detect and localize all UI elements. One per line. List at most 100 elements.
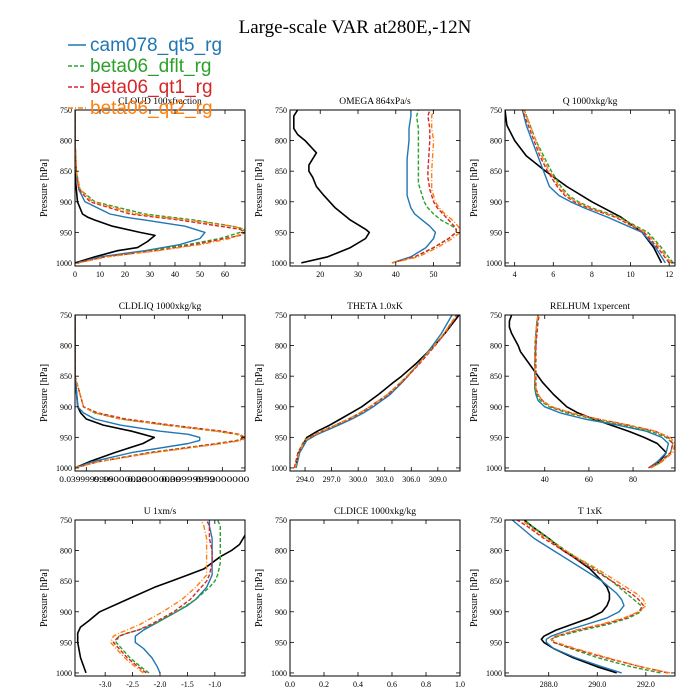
series-line-blue [295,315,453,469]
series-line-red [75,315,245,469]
panel-lines [75,315,245,469]
panel-lines [508,315,675,469]
xtick-label: 20 [316,270,324,279]
series-line-black [76,534,245,674]
ytick-label: 950 [60,433,72,442]
xtick-label: 30 [354,270,362,279]
ytick-label: 850 [490,577,502,586]
series-line-green [75,110,245,264]
xtick-label: 0.0399999999 [59,475,113,484]
series-line-green [115,520,222,674]
xtick-label: 303.0 [376,475,394,484]
ylabel: Pressure [hPa] [39,569,50,627]
ytick-label: 850 [490,167,502,176]
ytick-label: 850 [275,577,287,586]
series-line-red [521,110,670,264]
xtick-label: 50 [430,270,438,279]
series-line-orange [109,520,208,674]
xtick-label: -3.0 [99,680,112,689]
xtick-label: -1.0 [209,680,222,689]
series-line-orange [75,315,245,469]
ytick-label: 800 [60,547,72,556]
xtick-label: 60 [585,475,593,484]
ytick-label: 800 [275,137,287,146]
ytick-label: 750 [60,311,72,320]
panel-title: U 1xm/s [144,507,177,517]
panel-frame [289,109,461,267]
series-line-red [75,110,245,264]
ytick-label: 750 [275,106,287,115]
panel-3: 750 800 850 900 950 1000 0.03999999990.1600000… [39,302,249,484]
series-line-black [75,315,156,469]
panel-lines [293,315,460,469]
ytick-label: 900 [60,403,72,412]
xtick-label: -2.0 [154,680,167,689]
ytick-label: 1000 [56,464,72,473]
panel-frame [289,519,461,677]
ylabel: Pressure [hPa] [469,569,480,627]
xtick-label: 309.0 [429,475,447,484]
ytick-label: 850 [275,372,287,381]
ytick-label: 1000 [271,259,287,268]
xtick-label: 30 [146,270,154,279]
panel-title: THETA 1.0xK [347,302,403,312]
panel-lines [511,520,671,674]
ylabel: Pressure [hPa] [254,159,265,217]
panel-frame [74,109,246,267]
panel-frame [504,314,676,472]
xtick-label: 306.0 [402,475,420,484]
series-line-green [534,315,674,469]
series-line-blue [75,110,206,264]
ytick-label: 1000 [56,259,72,268]
ylabel: Pressure [hPa] [254,364,265,422]
ytick-label: 850 [60,577,72,586]
ytick-label: 950 [275,433,287,442]
xtick-label: 6 [551,270,555,279]
ytick-label: 900 [60,608,72,617]
ytick-label: 950 [490,638,502,647]
xtick-label: 10 [627,270,635,279]
xtick-label: 0.39999999 [161,475,215,484]
ytick-label: 850 [60,167,72,176]
ytick-label: 1000 [486,259,502,268]
ylabel: Pressure [hPa] [469,364,480,422]
ytick-label: 750 [490,106,502,115]
series-line-orange [294,315,458,469]
series-line-red [535,315,674,469]
panel-title: Q 1000xkg/kg [563,97,618,107]
panel-title: CLOUD 100xfraction [118,96,202,107]
xtick-label: 8 [590,270,594,279]
series-line-green [391,110,457,264]
series-line-blue [75,315,201,469]
ytick-label: 850 [60,372,72,381]
xtick-label: 50 [196,270,204,279]
xtick-label: -2.5 [126,680,139,689]
xtick-label: 0.52000000 [195,475,249,484]
panel-8: 750 800 850 900 950 1000 288.0 290.0 292.0 T 1xK P… [469,507,676,689]
xtick-label: 297.0 [323,475,341,484]
panel-lines [75,110,245,264]
xtick-label: 0.16000000 [93,475,147,484]
series-line-red [293,315,458,469]
ylabel: Pressure [hPa] [39,364,50,422]
ytick-label: 1000 [56,669,72,678]
series-line-blue [134,520,213,674]
ylabel: Pressure [hPa] [469,159,480,217]
panel-6: 750 800 850 900 950 1000 -3.0 -2.5 -2.0 -1.5 -1.0 U… [39,507,246,689]
ytick-label: 750 [275,516,287,525]
ytick-label: 1000 [271,464,287,473]
ytick-label: 950 [275,228,287,237]
ytick-label: 800 [60,137,72,146]
xtick-label: 0.28000000 [127,475,181,484]
legend: cam078_qt5_rgbeta06_dflt_rgbeta06_qt1_rg… [68,35,222,119]
series-line-orange [534,315,675,469]
panel-4: 750 800 850 900 950 1000 294.0 297.0 300.0 303.0 3… [254,302,461,484]
ytick-label: 800 [490,547,502,556]
series-line-green [293,315,458,469]
panel-title: T 1xK [578,507,603,517]
panel-frame [74,314,246,472]
xtick-label: 12 [665,270,673,279]
ytick-label: 900 [275,608,287,617]
xtick-label: 60 [221,270,229,279]
